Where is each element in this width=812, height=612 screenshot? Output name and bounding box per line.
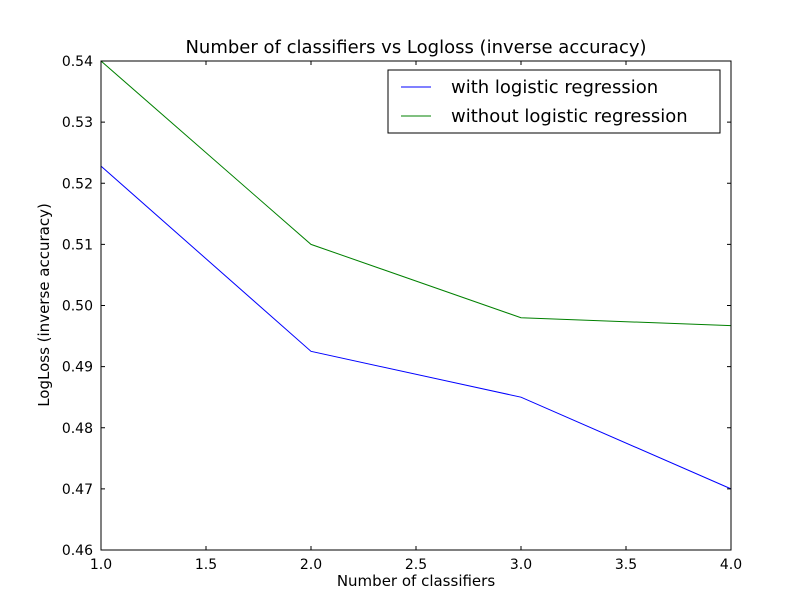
legend: with logistic regression without logisti… — [387, 69, 721, 134]
x-tick-label: 1.5 — [195, 557, 217, 573]
series-line-with-logistic-regression — [100, 165, 732, 490]
chart-title: Number of classifiers vs Logloss (invers… — [185, 37, 646, 58]
y-tick-label: 0.46 — [62, 543, 93, 559]
y-tick-label: 0.47 — [62, 482, 93, 498]
y-tick-label: 0.54 — [62, 54, 93, 70]
series-line-without-logistic-regression — [100, 60, 732, 327]
y-axis-label: LogLoss (inverse accuracy) — [35, 203, 53, 407]
legend-label-with-logistic-regression: with logistic regression — [451, 77, 658, 98]
x-tick-label: 4.0 — [720, 557, 742, 573]
x-tick-label: 1.0 — [90, 557, 112, 573]
y-tick-label: 0.51 — [62, 237, 93, 253]
legend-box — [387, 69, 721, 134]
y-axis-ticks: 0.46 0.47 0.48 0.49 0.50 0.51 0.52 0.53 0.54 — [62, 54, 731, 559]
x-tick-label: 3.5 — [615, 557, 637, 573]
x-tick-label: 3.0 — [510, 557, 532, 573]
y-tick-label: 0.50 — [62, 299, 93, 315]
plot-lines — [100, 60, 732, 490]
y-tick-label: 0.48 — [62, 421, 93, 437]
x-tick-label: 2.0 — [300, 557, 322, 573]
y-tick-label: 0.49 — [62, 360, 93, 376]
y-tick-label: 0.53 — [62, 115, 93, 131]
x-tick-label: 2.5 — [405, 557, 427, 573]
x-axis-label: Number of classifiers — [337, 572, 495, 590]
plot-frame — [100, 60, 732, 551]
legend-label-without-logistic-regression: without logistic regression — [451, 106, 688, 127]
y-tick-label: 0.52 — [62, 176, 93, 192]
x-axis-ticks: 1.0 1.5 2.0 2.5 3.0 3.5 4.0 — [90, 61, 742, 573]
